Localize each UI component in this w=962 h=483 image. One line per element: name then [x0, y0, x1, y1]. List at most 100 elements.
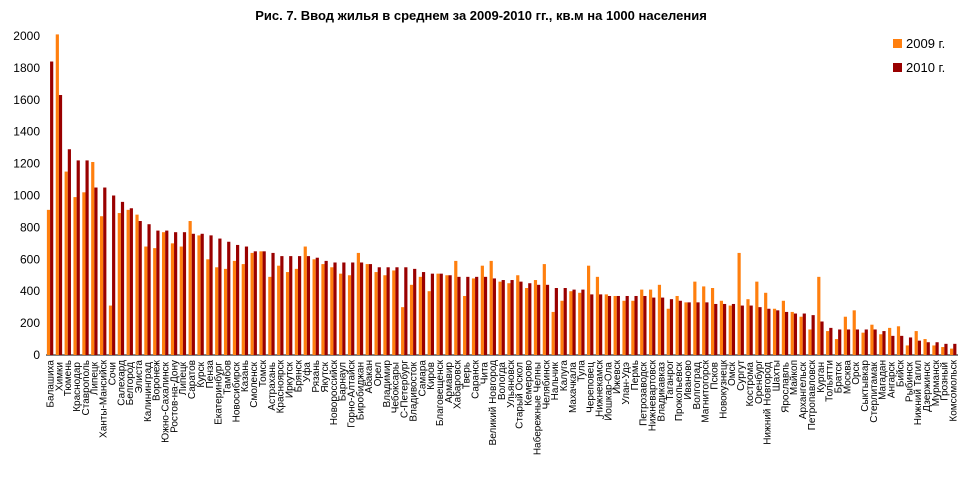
category-label: Улан-Удэ	[621, 362, 632, 405]
category-label: Белгород	[125, 362, 136, 406]
bar-2010	[723, 303, 727, 355]
category-label: Майкоп	[789, 360, 800, 395]
bar-2010	[475, 276, 479, 355]
bar-2009	[471, 278, 476, 355]
bar-2010	[147, 224, 151, 355]
bar-2010	[191, 233, 195, 355]
category-label: Магадан	[878, 360, 889, 400]
category-label: Калининград	[143, 362, 154, 422]
bar-2009	[463, 295, 467, 355]
bar-2010	[882, 331, 886, 355]
bar-2010	[120, 201, 125, 355]
category-label: Якутск	[320, 361, 331, 392]
bar-2010	[820, 321, 824, 355]
bar-2009	[755, 281, 759, 355]
category-label: Ханты-Мансийск	[99, 359, 110, 438]
bar-2009	[277, 265, 281, 355]
bar-2010	[280, 256, 284, 355]
bar-2009	[923, 339, 927, 355]
category-label: Новороссийск	[329, 359, 340, 425]
bar-2010	[784, 311, 789, 355]
bar-2009	[250, 252, 254, 355]
bar-2010	[289, 256, 293, 355]
bar-2010	[377, 267, 381, 355]
bar-2010	[236, 244, 240, 355]
bar-2009	[542, 264, 546, 355]
category-label: Орск	[851, 361, 862, 384]
bar-2009	[330, 267, 334, 355]
bar-2009	[179, 246, 183, 355]
category-label: Нальчик	[550, 361, 561, 400]
category-label: Балашиха	[45, 360, 56, 408]
category-label: Нижнекамск	[594, 359, 605, 417]
bar-2010	[855, 329, 860, 355]
bar-2010	[351, 262, 355, 355]
bar-2009	[657, 284, 662, 355]
bar-2009	[436, 273, 440, 355]
category-label: Архангельск	[798, 361, 809, 419]
bar-2009	[91, 162, 95, 355]
y-tick-label: 200	[20, 316, 40, 330]
bar-2009	[445, 275, 449, 355]
bar-2009	[206, 259, 210, 355]
bar-2009	[294, 268, 298, 355]
y-tick-label: 1200	[13, 157, 40, 171]
category-label: Омск	[727, 361, 738, 386]
bar-2009	[551, 311, 555, 355]
bar-2009	[587, 265, 591, 355]
bar-2009	[817, 276, 821, 355]
bar-2009	[843, 316, 847, 355]
bar-2009	[108, 305, 113, 355]
legend-swatch	[893, 63, 902, 72]
bar-2010	[811, 315, 815, 355]
category-label: Вологда	[497, 362, 508, 401]
bar-2009	[321, 264, 325, 355]
bar-2010	[342, 262, 346, 355]
bar-2010	[926, 342, 930, 355]
bar-2010	[802, 313, 806, 355]
y-tick-label: 600	[20, 252, 40, 266]
y-tick-label: 0	[33, 348, 40, 362]
bar-2009	[852, 310, 856, 355]
bar-2010	[652, 297, 656, 355]
category-label: Чебоксары	[390, 362, 402, 413]
category-label: Чита	[479, 362, 490, 385]
bar-2009	[374, 272, 378, 355]
category-label: Элиста	[134, 360, 145, 394]
bar-2009	[640, 289, 644, 355]
bar-2009	[197, 235, 201, 355]
bar-2009	[684, 302, 688, 355]
bar-2010	[705, 302, 709, 355]
category-label: Орел	[373, 362, 384, 387]
category-label: Сочи	[107, 362, 118, 385]
bar-2009	[303, 246, 307, 355]
bar-2010	[386, 267, 390, 355]
bar-2009	[764, 292, 768, 355]
bar-2010	[466, 276, 470, 355]
bar-2010	[510, 280, 514, 355]
bar-2010	[413, 268, 417, 355]
bar-2009	[170, 243, 175, 355]
bar-2010	[900, 335, 904, 355]
bar-2009	[153, 248, 157, 355]
bar-2010	[917, 340, 921, 355]
category-label: Череповец	[586, 362, 597, 413]
bar-2010	[324, 260, 328, 355]
category-label: Владикавказ	[656, 362, 667, 422]
bar-2009	[950, 348, 954, 355]
category-label: Хабаровск	[452, 359, 464, 409]
bar-2010	[138, 221, 142, 355]
bar-2009	[737, 252, 741, 355]
category-label: Шахты	[771, 360, 782, 391]
category-label: Москва	[842, 360, 853, 395]
bar-2009	[144, 246, 148, 355]
bar-2009	[604, 294, 608, 355]
category-label: Самара	[417, 360, 428, 397]
bar-2009	[356, 252, 360, 355]
bar-2009	[826, 331, 830, 355]
bar-2010	[908, 337, 913, 355]
category-label: Старый Оскол	[515, 362, 526, 429]
bar-2010	[439, 273, 443, 355]
category-label: Дзержинск	[922, 361, 933, 411]
bar-2009	[905, 345, 909, 355]
